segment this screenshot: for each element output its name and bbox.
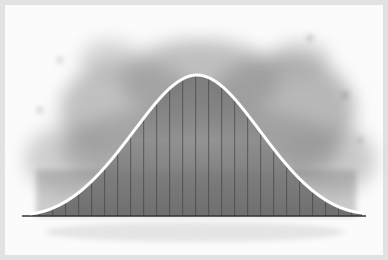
page: (() => { const data = JSON.parse(documen…	[0, 0, 388, 260]
reflection	[45, 222, 345, 242]
illustration	[0, 0, 388, 260]
